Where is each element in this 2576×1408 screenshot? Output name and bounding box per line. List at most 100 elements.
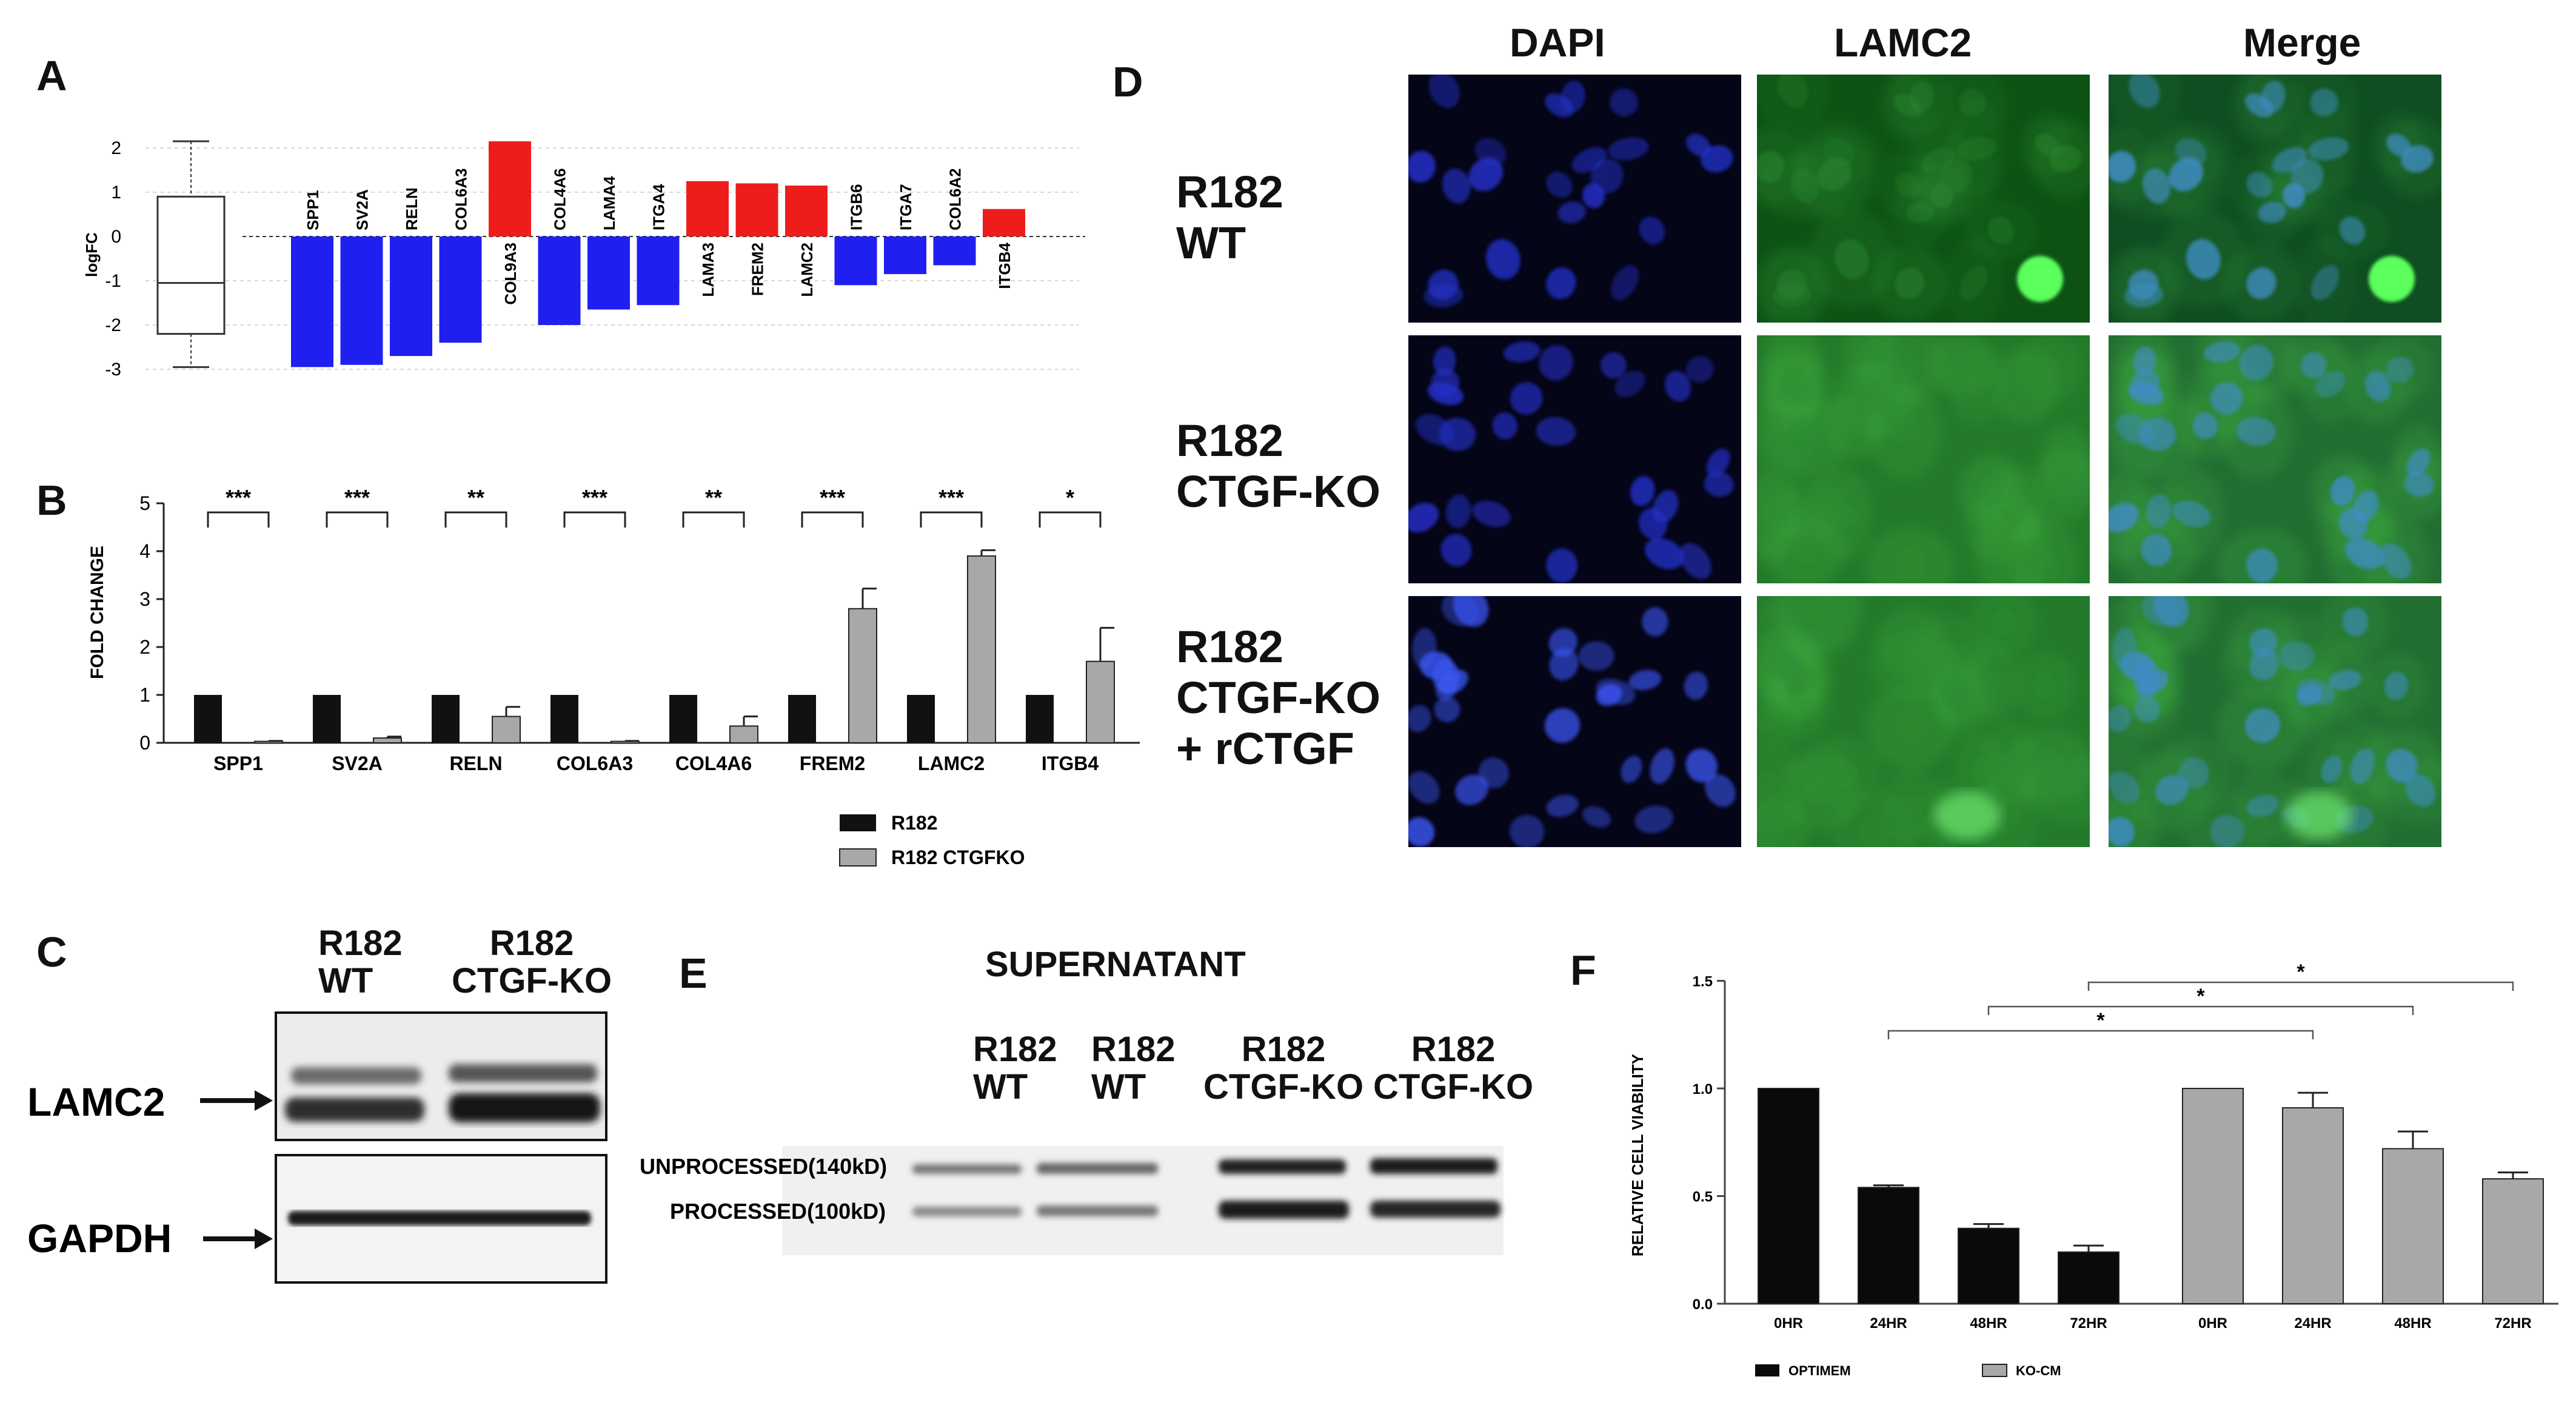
b-bar-r182 <box>669 695 697 743</box>
panel-f-significance: * * * <box>1887 960 2514 1039</box>
a-gene-label: LAMC2 <box>798 243 816 297</box>
a-bar-itgb6 <box>834 236 877 286</box>
panel-b-significance: *** *** ** *** ** *** *** * <box>207 485 1102 528</box>
f-legend-swatch-optimem <box>1755 1364 1779 1376</box>
a-bar-col6a3 <box>439 236 482 343</box>
a-gene-label: COL6A3 <box>452 168 470 230</box>
f-xtick: 24HR <box>1870 1315 1907 1332</box>
panel-b-label: B <box>36 477 67 524</box>
a-gene-label: FREM2 <box>749 243 767 296</box>
f-bar-ko-cm-24hr <box>2282 1107 2344 1304</box>
a-bar-col4a6 <box>538 236 581 325</box>
f-bar-ko-cm-72hr <box>2482 1178 2544 1304</box>
b-ytick: 5 <box>139 492 150 514</box>
b-bar-ctgfko <box>729 725 758 744</box>
row3-lamc2-image <box>1753 592 2093 851</box>
b-xtick: SPP1 <box>213 753 263 774</box>
b-bar-r182 <box>550 695 578 743</box>
gapdh-blot-label: GAPDH <box>27 1216 172 1261</box>
b-bar-r182 <box>432 695 460 743</box>
panel-c-label: C <box>36 928 67 976</box>
panel-f-bars: 0HR 24HR 48HR 72HR 0HR 24HR 48HR 72HR <box>1758 1088 2544 1332</box>
panel-b-xticks: SPP1 SV2A RELN COL6A3 COL4A6 FREM2 LAMC2 ITGB4 <box>213 753 1099 774</box>
a-bar-itga7 <box>884 236 926 275</box>
b-sig-stars: *** <box>226 485 251 510</box>
panel-e-band-unprocessed: UNPROCESSED(140kD) <box>640 1154 887 1179</box>
b-sig-bracket <box>682 511 745 528</box>
b-bar-ctgfko <box>492 716 521 743</box>
f-xtick: 72HR <box>2070 1315 2107 1332</box>
f-bar-ko-cm-0hr <box>2182 1088 2244 1304</box>
b-sig-bracket <box>801 511 864 528</box>
a-bar-sv2a <box>340 236 383 365</box>
a-gene-label: COL6A2 <box>946 168 965 230</box>
row2-dapi-image <box>1407 332 1745 587</box>
panel-e-band-processed: PROCESSED(100kD) <box>670 1199 886 1224</box>
b-xtick: COL6A3 <box>557 753 633 774</box>
a-ytick: 0 <box>111 227 121 247</box>
a-bar-spp1 <box>291 236 333 367</box>
a-gene-label: ITGA7 <box>897 184 915 230</box>
panel-f-label: F <box>1570 947 1596 994</box>
b-bar-ctgfko <box>1086 660 1115 744</box>
panel-d-col-merge: Merge <box>2243 20 2361 65</box>
f-bar-optimem-0hr <box>1758 1088 1819 1304</box>
gapdh-bands <box>288 1211 591 1225</box>
f-xtick: 48HR <box>1970 1315 2007 1332</box>
f-xtick: 24HR <box>2294 1315 2331 1332</box>
f-xtick: 0HR <box>1774 1315 1803 1332</box>
b-legend-swatch-r182 <box>840 814 876 831</box>
b-bar-r182 <box>1026 695 1054 743</box>
f-sig-star: * <box>2096 1009 2105 1032</box>
b-sig-bracket <box>326 511 389 528</box>
b-ytick: 4 <box>139 540 150 562</box>
b-bar-r182 <box>313 695 341 743</box>
b-xtick: FREM2 <box>800 753 865 774</box>
row1-dapi-image <box>1407 73 1745 326</box>
a-gene-label: RELN <box>403 187 421 230</box>
lamc2-bands <box>285 1064 600 1122</box>
lamc2-blot-label: LAMC2 <box>27 1079 165 1124</box>
b-bar-ctgfko <box>967 555 996 743</box>
b-sig-bracket <box>207 511 270 528</box>
b-xtick: LAMC2 <box>918 753 985 774</box>
b-ytick: 1 <box>139 684 150 706</box>
b-legend-swatch-ctgfko <box>839 848 877 867</box>
a-gene-label: LAMA4 <box>600 176 618 230</box>
b-bar-r182 <box>907 695 935 743</box>
f-bar-optimem-24hr <box>1858 1187 1919 1304</box>
panel-f-ylabel: RELATIVE CELL VIABILITY <box>1628 1054 1647 1256</box>
a-gene-label: ITGB4 <box>995 242 1014 289</box>
row1-lamc2-image <box>1753 73 2093 326</box>
a-bar-lama3 <box>686 181 729 236</box>
panel-e-lane3: R182 CTGF-KO <box>1203 1030 1364 1107</box>
b-xtick: COL4A6 <box>675 753 752 774</box>
a-gene-label: COL9A3 <box>501 243 520 305</box>
b-ytick: 2 <box>139 636 150 658</box>
panel-d-col-lamc2: LAMC2 <box>1834 20 1972 65</box>
panel-a-bars <box>291 141 1025 367</box>
b-sig-bracket <box>563 511 626 528</box>
a-box <box>156 195 226 335</box>
b-sig-stars: ** <box>467 485 484 510</box>
panel-a-yticks: 2 1 0 -1 -2 -3 <box>105 138 121 380</box>
panel-f-chart: RELATIVE CELL VIABILITY 0.0 0.5 1.0 1.5 0HR… <box>1628 960 2558 1378</box>
b-ytick: 3 <box>139 588 150 610</box>
gapdh-arrow-icon <box>203 1229 273 1249</box>
b-ytick: 0 <box>139 732 150 754</box>
f-bar-optimem-72hr <box>2058 1251 2119 1304</box>
b-bar-ctgfko <box>373 737 402 744</box>
row3-merge-image <box>2105 592 2443 851</box>
b-sig-stars: *** <box>938 485 964 510</box>
a-ytick: 2 <box>111 138 121 158</box>
b-bar-ctgfko <box>848 608 877 743</box>
b-xtick: SV2A <box>332 753 383 774</box>
a-ytick: 1 <box>111 183 121 203</box>
a-gene-label: LAMA3 <box>699 243 717 297</box>
panel-d-row2-label: R182 CTGF-KO <box>1176 415 1381 517</box>
f-xtick: 72HR <box>2494 1315 2531 1332</box>
panel-c-lane1-label: R182 WT <box>318 924 403 1001</box>
row2-merge-image <box>2105 332 2443 587</box>
panel-b-bars <box>194 549 1115 744</box>
